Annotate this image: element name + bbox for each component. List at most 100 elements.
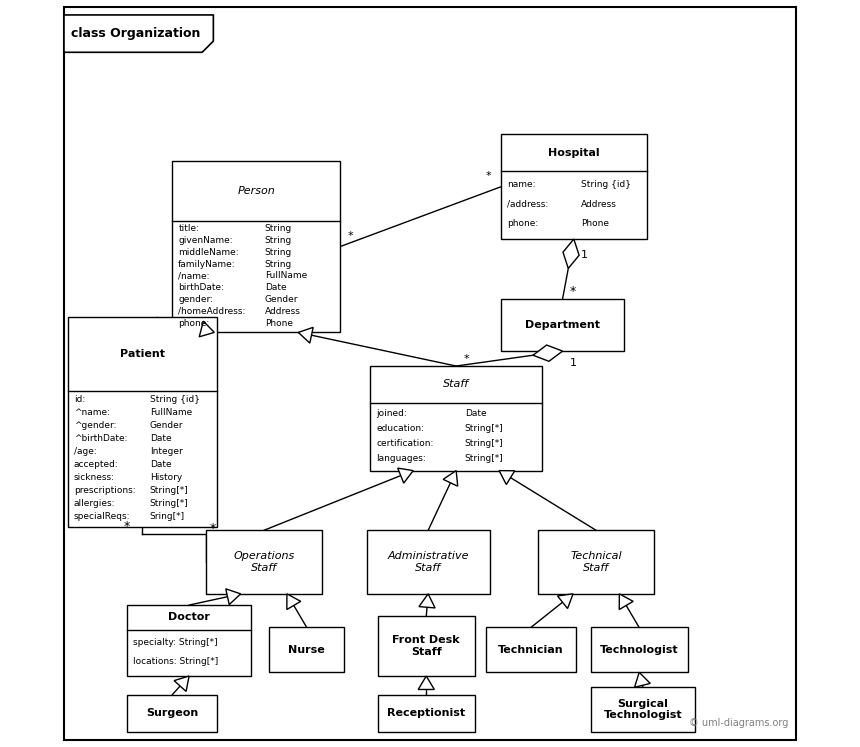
Text: Department: Department — [525, 320, 600, 330]
Text: Gender: Gender — [265, 295, 298, 304]
Text: birthDate:: birthDate: — [178, 283, 224, 292]
Text: Phone: Phone — [581, 219, 609, 228]
Text: Address: Address — [265, 307, 301, 316]
Text: 1: 1 — [581, 249, 588, 260]
FancyBboxPatch shape — [486, 627, 575, 672]
FancyBboxPatch shape — [501, 299, 624, 351]
Text: phone:: phone: — [507, 219, 538, 228]
FancyBboxPatch shape — [591, 627, 688, 672]
Text: *: * — [464, 354, 470, 365]
Text: Date: Date — [464, 409, 487, 418]
Text: allergies:: allergies: — [74, 499, 115, 508]
Polygon shape — [619, 594, 633, 610]
Polygon shape — [64, 15, 213, 52]
Text: ^gender:: ^gender: — [74, 421, 116, 430]
Text: Address: Address — [581, 199, 617, 208]
Text: Date: Date — [150, 460, 171, 469]
Text: Phone: Phone — [265, 318, 292, 327]
Polygon shape — [298, 327, 313, 343]
Text: String[*]: String[*] — [464, 424, 503, 433]
Polygon shape — [200, 321, 214, 337]
Text: FullName: FullName — [265, 271, 307, 280]
Text: Doctor: Doctor — [169, 613, 210, 622]
Text: *: * — [124, 521, 130, 533]
Polygon shape — [419, 594, 435, 608]
Text: Operations
Staff: Operations Staff — [233, 551, 294, 573]
Text: class Organization: class Organization — [71, 27, 201, 40]
Text: Front Desk
Staff: Front Desk Staff — [392, 636, 460, 657]
Polygon shape — [397, 468, 413, 483]
Text: String: String — [265, 260, 292, 269]
Text: gender:: gender: — [178, 295, 213, 304]
Text: *: * — [570, 285, 576, 298]
FancyBboxPatch shape — [371, 366, 542, 471]
Text: sickness:: sickness: — [74, 473, 114, 482]
Text: id:: id: — [74, 395, 85, 404]
Text: /age:: /age: — [74, 447, 96, 456]
Text: joined:: joined: — [376, 409, 407, 418]
FancyBboxPatch shape — [64, 7, 796, 740]
Text: middleName:: middleName: — [178, 248, 239, 257]
Polygon shape — [418, 676, 434, 689]
Text: Date: Date — [265, 283, 286, 292]
Text: Technical
Staff: Technical Staff — [570, 551, 622, 573]
Polygon shape — [287, 594, 301, 610]
Polygon shape — [226, 589, 241, 604]
Text: Sring[*]: Sring[*] — [150, 512, 185, 521]
FancyBboxPatch shape — [172, 161, 341, 332]
Text: Patient: Patient — [120, 349, 165, 359]
Text: Date: Date — [150, 434, 171, 443]
Polygon shape — [557, 594, 573, 609]
Text: String[*]: String[*] — [150, 499, 188, 508]
FancyBboxPatch shape — [591, 687, 695, 732]
Text: givenName:: givenName: — [178, 236, 233, 245]
Polygon shape — [533, 345, 562, 362]
Text: String[*]: String[*] — [464, 454, 503, 463]
Text: Staff: Staff — [443, 379, 470, 389]
Text: certification:: certification: — [376, 439, 433, 448]
Text: Surgeon: Surgeon — [146, 708, 199, 719]
Text: locations: String[*]: locations: String[*] — [133, 657, 218, 666]
Polygon shape — [635, 672, 650, 687]
Text: languages:: languages: — [376, 454, 426, 463]
Text: FullName: FullName — [150, 408, 192, 417]
Text: /homeAddress:: /homeAddress: — [178, 307, 246, 316]
Text: specialty: String[*]: specialty: String[*] — [133, 639, 218, 648]
FancyBboxPatch shape — [68, 317, 217, 527]
Text: familyName:: familyName: — [178, 260, 236, 269]
Text: specialReqs:: specialReqs: — [74, 512, 130, 521]
FancyBboxPatch shape — [366, 530, 489, 594]
Text: String {id}: String {id} — [150, 395, 200, 404]
Text: prescriptions:: prescriptions: — [74, 486, 135, 495]
Text: String: String — [265, 224, 292, 234]
Text: ^name:: ^name: — [74, 408, 110, 417]
Polygon shape — [174, 676, 189, 692]
Text: © uml-diagrams.org: © uml-diagrams.org — [689, 719, 789, 728]
Text: String {id}: String {id} — [581, 180, 631, 189]
Text: Nurse: Nurse — [288, 645, 325, 655]
Text: Person: Person — [237, 186, 275, 196]
Text: accepted:: accepted: — [74, 460, 119, 469]
FancyBboxPatch shape — [501, 134, 647, 239]
FancyBboxPatch shape — [127, 695, 217, 732]
Text: String: String — [265, 248, 292, 257]
FancyBboxPatch shape — [206, 530, 322, 594]
Text: Technologist: Technologist — [599, 645, 679, 655]
Text: *: * — [347, 231, 353, 241]
Text: String[*]: String[*] — [150, 486, 188, 495]
Text: String: String — [265, 236, 292, 245]
Polygon shape — [499, 471, 515, 485]
Text: *: * — [486, 171, 492, 182]
Text: Surgical
Technologist: Surgical Technologist — [604, 699, 682, 720]
Text: String[*]: String[*] — [464, 439, 503, 448]
Polygon shape — [443, 471, 458, 486]
Text: title:: title: — [178, 224, 200, 234]
Text: *: * — [210, 522, 216, 535]
Text: ^birthDate:: ^birthDate: — [74, 434, 127, 443]
FancyBboxPatch shape — [127, 605, 251, 676]
Text: Technician: Technician — [498, 645, 563, 655]
Text: Gender: Gender — [150, 421, 183, 430]
Text: phone:: phone: — [178, 318, 210, 327]
Text: /name:: /name: — [178, 271, 210, 280]
Text: /address:: /address: — [507, 199, 548, 208]
